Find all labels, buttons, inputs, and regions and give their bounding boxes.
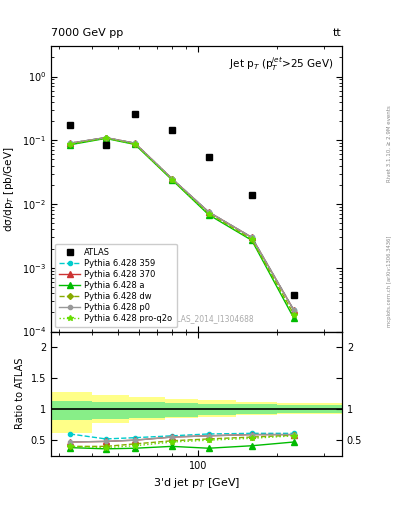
Pythia 6.428 a	[291, 314, 296, 321]
Pythia 6.428 pro-q2o	[170, 177, 174, 183]
Text: mcplots.cern.ch [arXiv:1306.3436]: mcplots.cern.ch [arXiv:1306.3436]	[387, 236, 392, 327]
Pythia 6.428 359	[250, 234, 254, 241]
Pythia 6.428 370	[291, 307, 296, 313]
Pythia 6.428 a	[170, 177, 174, 183]
Line: Pythia 6.428 359: Pythia 6.428 359	[68, 136, 296, 312]
Pythia 6.428 a	[68, 142, 72, 148]
Pythia 6.428 359	[103, 135, 108, 141]
Line: Pythia 6.428 370: Pythia 6.428 370	[67, 135, 296, 312]
Pythia 6.428 a	[132, 141, 137, 147]
ATLAS	[103, 142, 108, 148]
Pythia 6.428 pro-q2o	[68, 141, 72, 147]
Line: Pythia 6.428 pro-q2o: Pythia 6.428 pro-q2o	[67, 135, 296, 318]
Pythia 6.428 dw	[68, 141, 72, 147]
Pythia 6.428 370	[103, 135, 108, 141]
Pythia 6.428 p0	[103, 135, 108, 141]
Pythia 6.428 359	[132, 140, 137, 146]
ATLAS	[132, 111, 137, 117]
Pythia 6.428 pro-q2o	[132, 141, 137, 147]
Pythia 6.428 pro-q2o	[206, 211, 211, 217]
Y-axis label: dσ/dp$_T$ [pb/GeV]: dσ/dp$_T$ [pb/GeV]	[2, 146, 17, 231]
Text: ATLAS_2014_I1304688: ATLAS_2014_I1304688	[168, 314, 254, 323]
Pythia 6.428 359	[170, 176, 174, 182]
Pythia 6.428 a	[103, 135, 108, 141]
Line: Pythia 6.428 a: Pythia 6.428 a	[67, 136, 296, 321]
ATLAS	[68, 122, 72, 128]
Line: Pythia 6.428 dw: Pythia 6.428 dw	[68, 136, 296, 316]
Pythia 6.428 359	[206, 209, 211, 215]
Pythia 6.428 dw	[132, 141, 137, 147]
Pythia 6.428 370	[250, 234, 254, 241]
Line: Pythia 6.428 p0: Pythia 6.428 p0	[68, 136, 296, 312]
Pythia 6.428 370	[206, 209, 211, 215]
ATLAS	[206, 154, 211, 160]
Pythia 6.428 359	[68, 140, 72, 146]
Pythia 6.428 dw	[170, 176, 174, 182]
Pythia 6.428 370	[68, 140, 72, 146]
Pythia 6.428 359	[291, 307, 296, 313]
Text: 7000 GeV pp: 7000 GeV pp	[51, 28, 123, 38]
Pythia 6.428 a	[250, 237, 254, 243]
ATLAS	[250, 191, 254, 198]
Line: ATLAS: ATLAS	[66, 110, 297, 298]
Pythia 6.428 dw	[103, 135, 108, 141]
Text: tt: tt	[333, 28, 342, 38]
Pythia 6.428 370	[170, 176, 174, 182]
Pythia 6.428 p0	[206, 209, 211, 215]
Pythia 6.428 370	[132, 140, 137, 146]
Pythia 6.428 p0	[132, 140, 137, 146]
Pythia 6.428 p0	[68, 140, 72, 146]
Pythia 6.428 p0	[170, 176, 174, 182]
Pythia 6.428 p0	[250, 234, 254, 241]
Pythia 6.428 pro-q2o	[291, 312, 296, 318]
Pythia 6.428 dw	[291, 311, 296, 317]
Legend: ATLAS, Pythia 6.428 359, Pythia 6.428 370, Pythia 6.428 a, Pythia 6.428 dw, Pyth: ATLAS, Pythia 6.428 359, Pythia 6.428 37…	[55, 244, 177, 327]
Text: Rivet 3.1.10, ≥ 2.9M events: Rivet 3.1.10, ≥ 2.9M events	[387, 105, 392, 182]
ATLAS	[170, 127, 174, 133]
Pythia 6.428 p0	[291, 307, 296, 313]
Pythia 6.428 dw	[206, 210, 211, 216]
ATLAS	[291, 291, 296, 297]
X-axis label: 3'd jet p$_T$ [GeV]: 3'd jet p$_T$ [GeV]	[153, 476, 240, 490]
Y-axis label: Ratio to ATLAS: Ratio to ATLAS	[15, 358, 25, 429]
Pythia 6.428 pro-q2o	[250, 236, 254, 242]
Pythia 6.428 pro-q2o	[103, 135, 108, 141]
Text: Jet p$_T$ (p$_T^{jet}$>25 GeV): Jet p$_T$ (p$_T^{jet}$>25 GeV)	[229, 55, 333, 73]
Pythia 6.428 dw	[250, 236, 254, 242]
Pythia 6.428 a	[206, 211, 211, 218]
